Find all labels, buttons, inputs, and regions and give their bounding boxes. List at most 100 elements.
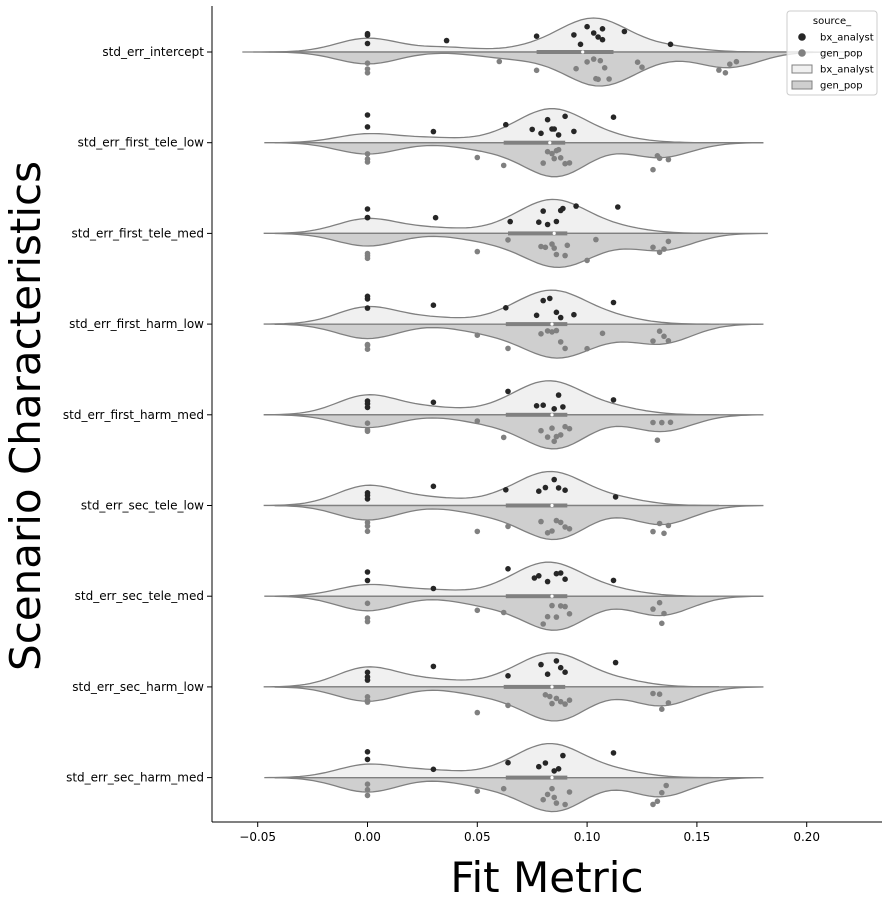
point-bx_analyst-std_err_first_harm_low-4	[503, 305, 509, 311]
median-dot-std_err_sec_tele_med	[550, 594, 554, 598]
median-dot-std_err_first_harm_med	[550, 413, 554, 417]
point-gen_pop-std_err_intercept-4	[533, 67, 540, 74]
point-gen_pop-std_err_sec_harm_low-3	[474, 709, 481, 716]
point-gen_pop-std_err_first_tele_med-9	[553, 251, 560, 258]
legend-label-gen_pop: gen_pop	[820, 81, 863, 92]
point-gen_pop-std_err_first_tele_low-4	[500, 162, 507, 169]
point-gen_pop-std_err_sec_tele_med-6	[544, 613, 551, 620]
point-bx_analyst-std_err_sec_tele_low-2	[364, 496, 371, 502]
point-bx_analyst-std_err_sec_harm_low-8	[557, 664, 564, 671]
point-gen_pop-std_err_sec_harm_med-7	[549, 785, 555, 792]
violin-bx_analyst-std_err_sec_tele_med	[264, 561, 717, 597]
point-gen_pop-std_err_sec_harm_low-14	[659, 706, 665, 712]
point-gen_pop-std_err_intercept-12	[606, 76, 612, 82]
point-gen_pop-std_err_first_harm_med-7	[549, 425, 555, 432]
point-bx_analyst-std_err_intercept-1	[364, 30, 371, 37]
point-bx_analyst-std_err_first_harm_low-2	[364, 296, 371, 302]
point-gen_pop-std_err_sec_tele_med-4	[500, 609, 507, 616]
point-gen_pop-std_err_intercept-2	[364, 70, 371, 76]
violin-bx_analyst-std_err_first_tele_med	[263, 198, 719, 235]
point-gen_pop-std_err_sec_tele_med-5	[540, 621, 546, 627]
point-bx_analyst-std_err_sec_harm_med-9	[610, 750, 617, 756]
point-bx_analyst-std_err_first_harm_med-2	[364, 400, 371, 407]
x-tick-label: 0.10	[574, 830, 601, 844]
violin-bx_analyst-std_err_sec_tele_low	[263, 470, 719, 507]
point-bx_analyst-std_err_first_tele_low-4	[529, 126, 535, 133]
point-gen_pop-std_err_sec_harm_med-13	[654, 798, 661, 805]
point-bx_analyst-std_err_first_harm_low-6	[540, 297, 546, 304]
point-gen_pop-std_err_first_tele_med-4	[505, 237, 511, 243]
point-bx_analyst-std_err_first_tele_low-8	[551, 126, 557, 132]
point-gen_pop-std_err_sec_harm_med-0	[364, 781, 371, 787]
point-bx_analyst-std_err_first_tele_med-6	[540, 208, 546, 214]
point-gen_pop-std_err_first_harm_low-14	[656, 328, 663, 335]
point-gen_pop-std_err_sec_tele_low-5	[538, 518, 544, 525]
median-dot-std_err_intercept	[581, 50, 585, 54]
point-gen_pop-std_err_first_harm_low-6	[544, 328, 551, 334]
point-gen_pop-std_err_sec_tele_med-13	[656, 599, 663, 606]
x-tick-label: 0.20	[793, 830, 820, 844]
point-bx_analyst-std_err_sec_harm_low-5	[538, 661, 544, 668]
point-gen_pop-std_err_first_harm_low-10	[562, 345, 568, 352]
point-gen_pop-std_err_intercept-17	[727, 61, 733, 67]
point-gen_pop-std_err_first_harm_low-8	[553, 327, 560, 334]
point-bx_analyst-std_err_sec_harm_med-3	[505, 759, 511, 766]
point-bx_analyst-std_err_sec_harm_med-0	[364, 756, 371, 763]
point-gen_pop-std_err_first_harm_med-14	[654, 437, 661, 444]
legend-patch-gen_pop	[791, 80, 813, 90]
point-gen_pop-std_err_first_tele_low-1	[364, 151, 371, 157]
point-bx_analyst-std_err_sec_tele_med-6	[544, 578, 551, 585]
legend-label-gen_pop: gen_pop	[820, 49, 863, 60]
point-bx_analyst-std_err_sec_tele_med-7	[553, 570, 560, 577]
point-bx_analyst-std_err_intercept-11	[599, 26, 606, 32]
point-bx_analyst-std_err_first_tele_low-10	[562, 113, 568, 120]
violin-gen_pop-std_err_sec_tele_med	[274, 595, 764, 631]
legend-marker-bx_analyst	[798, 33, 806, 41]
point-bx_analyst-std_err_first_harm_med-5	[533, 403, 540, 409]
point-bx_analyst-std_err_first_tele_med-10	[560, 205, 566, 212]
x-axis-title: Fit Metric	[450, 853, 643, 902]
point-gen_pop-std_err_first_tele_low-11	[557, 155, 564, 161]
point-gen_pop-std_err_first_harm_low-5	[538, 331, 544, 337]
point-bx_analyst-std_err_first_harm_low-5	[533, 312, 540, 319]
point-bx_analyst-std_err_first_tele_med-1	[364, 206, 371, 212]
point-bx_analyst-std_err_sec_tele_med-2	[430, 585, 437, 592]
point-gen_pop-std_err_first_tele_med-16	[661, 246, 667, 252]
iqr-box-std_err_sec_tele_med	[505, 594, 568, 599]
point-gen_pop-std_err_first_harm_low-11	[584, 345, 590, 352]
point-bx_analyst-std_err_sec_tele_low-3	[430, 483, 437, 490]
point-bx_analyst-std_err_first_harm_med-9	[560, 404, 566, 410]
legend-patch-bx_analyst	[791, 64, 813, 74]
legend-label-bx_analyst: bx_analyst	[820, 65, 874, 76]
point-bx_analyst-std_err_first_harm_low-10	[571, 311, 577, 318]
point-gen_pop-std_err_sec_tele_med-11	[566, 611, 573, 617]
iqr-box-std_err_sec_harm_med	[505, 775, 568, 780]
point-bx_analyst-std_err_first_tele_low-9	[555, 132, 562, 138]
point-gen_pop-std_err_sec_harm_med-6	[544, 791, 551, 798]
point-bx_analyst-std_err_sec_harm_low-9	[562, 669, 568, 675]
point-gen_pop-std_err_first_harm_low-7	[549, 329, 555, 335]
point-bx_analyst-std_err_first_harm_low-3	[430, 302, 437, 309]
point-gen_pop-std_err_sec_tele_med-14	[659, 620, 665, 627]
point-gen_pop-std_err_intercept-7	[590, 56, 597, 62]
point-gen_pop-std_err_first_tele_med-8	[551, 245, 557, 251]
point-bx_analyst-std_err_sec_tele_low-7	[551, 476, 557, 483]
point-gen_pop-std_err_sec_tele_med-1	[364, 615, 371, 621]
point-bx_analyst-std_err_first_tele_med-4	[507, 218, 513, 225]
point-gen_pop-std_err_intercept-14	[639, 64, 645, 70]
point-bx_analyst-std_err_sec_harm_med-7	[555, 766, 562, 772]
point-gen_pop-std_err_sec_harm_low-4	[505, 702, 511, 709]
violin-gen_pop-std_err_sec_tele_low	[274, 504, 764, 541]
iqr-box-std_err_first_harm_med	[505, 412, 568, 417]
axes	[211, 6, 882, 823]
point-gen_pop-std_err_first_harm_med-6	[544, 434, 551, 440]
point-bx_analyst-std_err_sec_harm_low-2	[364, 674, 371, 680]
point-gen_pop-std_err_sec_tele_low-7	[549, 528, 555, 534]
point-gen_pop-std_err_intercept-11	[601, 65, 608, 71]
legend-title: source_	[813, 16, 852, 27]
y-tick-label: std_err_sec_harm_low	[72, 680, 204, 694]
point-gen_pop-std_err_first_tele_low-16	[656, 155, 663, 162]
point-gen_pop-std_err_first_harm_med-0	[364, 420, 371, 427]
point-bx_analyst-std_err_sec_harm_med-2	[430, 766, 437, 773]
median-dot-std_err_first_tele_low	[548, 141, 552, 145]
